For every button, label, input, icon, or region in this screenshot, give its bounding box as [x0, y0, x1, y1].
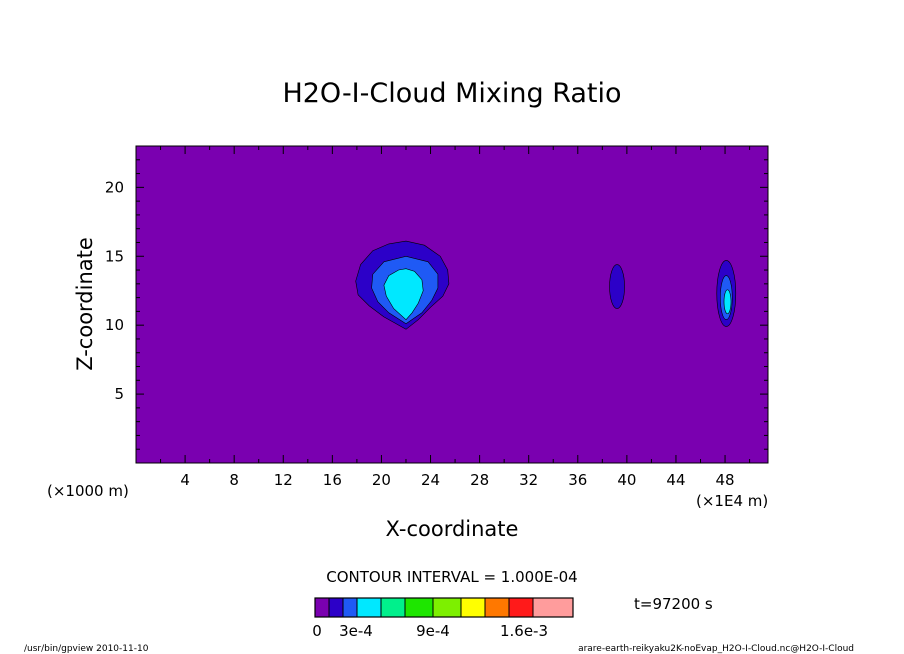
chart-title: H2O-I-Cloud Mixing Ratio	[282, 78, 621, 109]
time-label: t=97200 s	[634, 595, 713, 613]
x-tick-label: 16	[323, 471, 342, 489]
x-tick-label: 36	[568, 471, 587, 489]
contour-cloud-48-level-3	[723, 289, 732, 315]
contour-fills	[355, 240, 737, 330]
x-tick-label: 8	[229, 471, 239, 489]
x-tick-label: 32	[519, 471, 538, 489]
y-tick-label: 10	[105, 316, 124, 334]
colorbar-cell	[460, 597, 486, 618]
colorbar-cell	[432, 597, 462, 618]
footer-right: arare-earth-reikyaku2K-noEvap_H2O-I-Clou…	[578, 644, 854, 654]
colorbar-label: 3e-4	[339, 622, 373, 640]
plot-area	[136, 146, 768, 463]
plot-frame	[135, 145, 769, 464]
colorbar-label: 0	[312, 622, 322, 640]
colorbar-frame	[314, 597, 574, 618]
x-tick-label: 44	[666, 471, 685, 489]
x-tick-label: 12	[274, 471, 293, 489]
x-tick-label: 48	[716, 471, 735, 489]
contour-small-cloud-40	[609, 264, 625, 309]
x-tick-label: 4	[180, 471, 190, 489]
colorbar-cell	[356, 597, 382, 618]
x-unit-label-left: (×1000 m)	[47, 482, 129, 500]
x-tick-label: 20	[372, 471, 391, 489]
colorbar-cell	[404, 597, 434, 618]
colorbar-cell	[328, 597, 344, 618]
colorbar-label: 9e-4	[416, 622, 450, 640]
y-tick-label: 5	[114, 385, 124, 403]
colorbar-cell	[508, 597, 534, 618]
colorbar-cell	[532, 597, 574, 618]
x-tick-label: 28	[470, 471, 489, 489]
colorbar-cell	[314, 597, 330, 618]
colorbar-label: 1.6e-3	[500, 622, 548, 640]
x-tick-label: 24	[421, 471, 440, 489]
contour-interval-text: CONTOUR INTERVAL = 1.000E-04	[326, 568, 577, 586]
x-unit-label-right: (×1E4 m)	[696, 492, 768, 510]
colorbar: 0 3e-4 9e-4 1.6e-3	[312, 597, 574, 640]
footer-left: /usr/bin/gpview 2010-11-10	[24, 644, 149, 654]
colorbar-cell	[484, 597, 510, 618]
y-axis-label: Z-coordinate	[73, 237, 97, 371]
colorbar-cell	[380, 597, 406, 618]
x-axis-label: X-coordinate	[386, 517, 519, 541]
x-tick-label: 40	[617, 471, 636, 489]
y-tick-label: 15	[105, 247, 124, 265]
contour-main-level-3	[383, 268, 424, 321]
y-tick-label: 20	[105, 178, 124, 196]
colorbar-cell	[342, 597, 358, 618]
